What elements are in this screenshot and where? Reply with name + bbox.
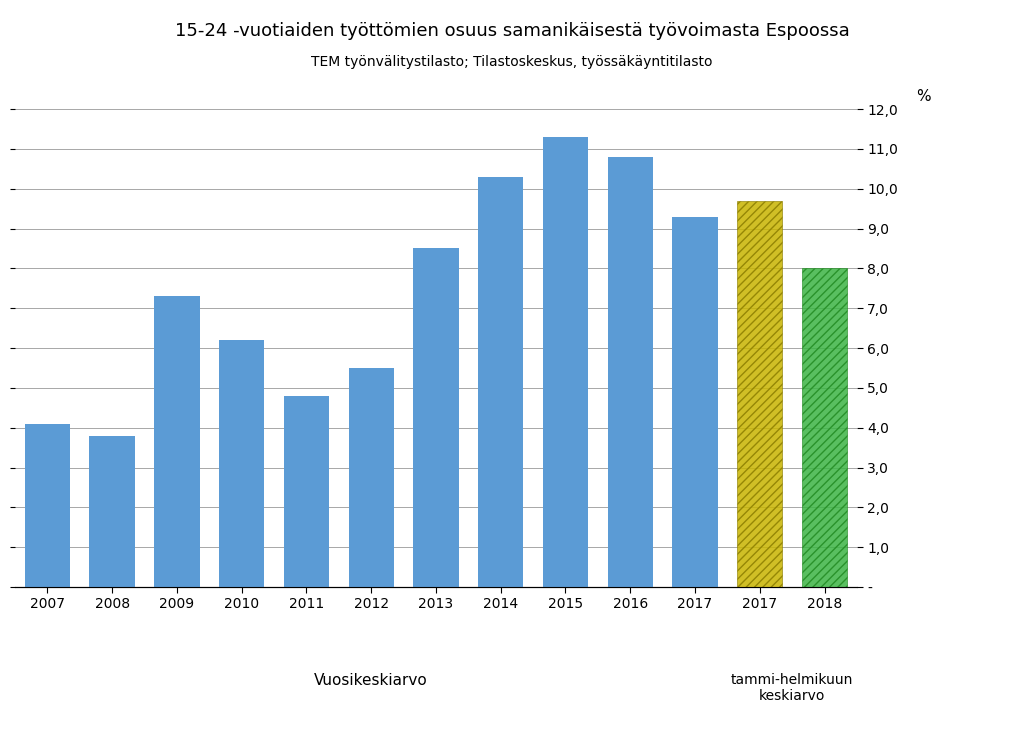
Text: Vuosikeskiarvo: Vuosikeskiarvo [314, 673, 428, 688]
Bar [155, 297, 200, 587]
Bar [414, 249, 459, 587]
Bar [673, 217, 718, 587]
Bar [737, 200, 782, 587]
Bar [284, 396, 329, 587]
Text: %: % [915, 90, 931, 104]
Bar [348, 368, 394, 587]
Bar [607, 157, 653, 587]
Text: tammi-helmikuun
keskiarvo: tammi-helmikuun keskiarvo [731, 673, 853, 703]
Bar [89, 436, 135, 587]
Bar [219, 340, 264, 587]
Bar [802, 269, 847, 587]
Text: 15-24 -vuotiaiden työttömien osuus samanikäisestä työvoimasta Espoossa: 15-24 -vuotiaiden työttömien osuus saman… [175, 22, 849, 40]
Bar [543, 137, 588, 587]
Bar [25, 424, 70, 587]
Bar [478, 177, 523, 587]
Text: TEM työnvälitystilasto; Tilastoskeskus, työssäkäyntitilasto: TEM työnvälitystilasto; Tilastoskeskus, … [311, 55, 713, 69]
